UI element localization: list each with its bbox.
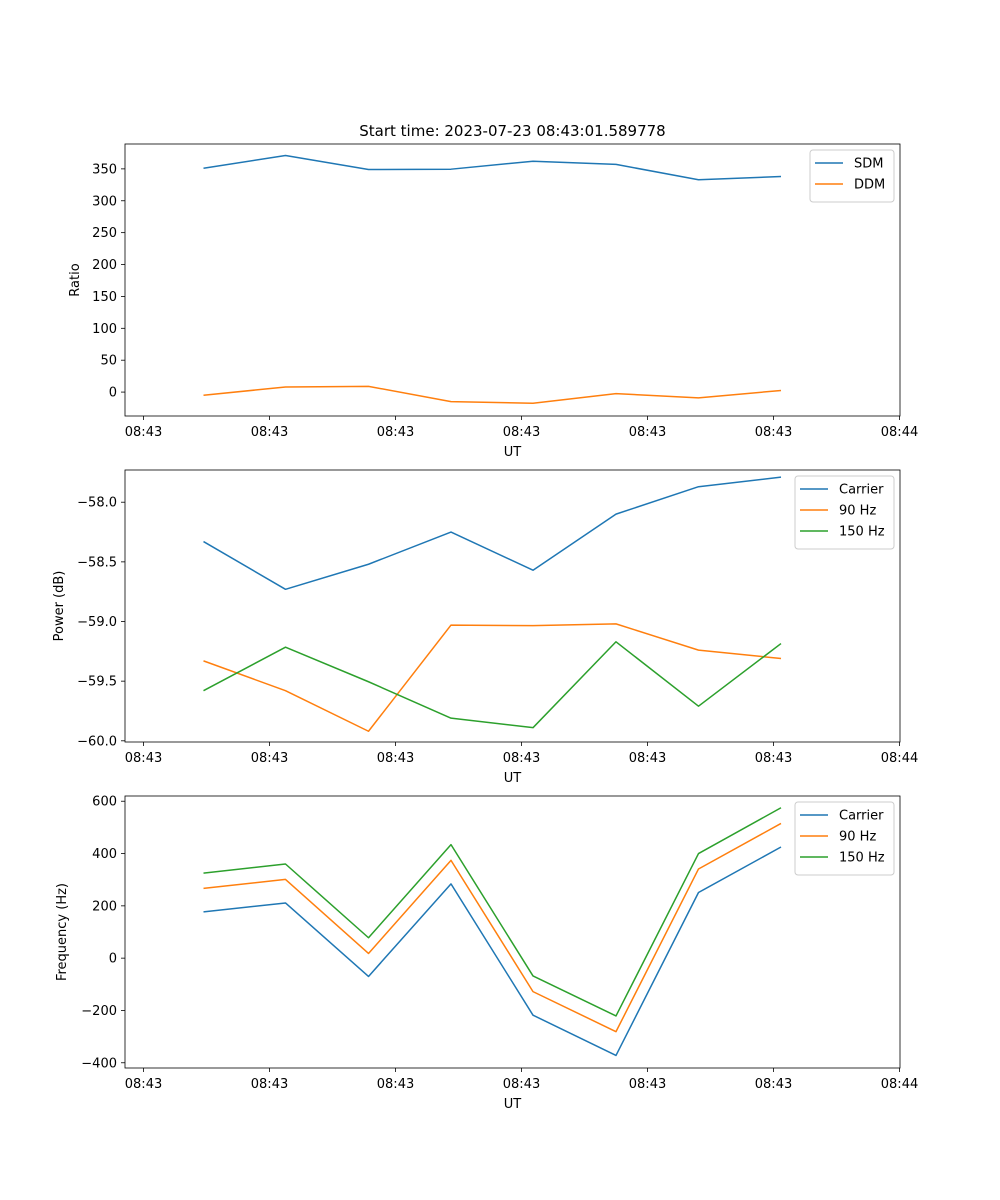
x-tick-label: 08:43 [251,1077,288,1092]
axes-frame [124,469,901,743]
chart-panel-3: 08:43 08:43 08:43 08:43 08:43 08:43 08:44 −400 −… [55,795,918,1112]
y-tick-label: 0 [109,952,117,967]
series-line-sdm [203,154,782,181]
y-tick-label: 400 [92,847,117,862]
y-tick-label: 300 [92,194,117,209]
y-tick-label: −58.5 [77,555,117,570]
axes-frame [124,795,901,1069]
x-tick-label: 08:43 [755,751,792,766]
y-tick-label: −59.0 [77,615,117,630]
legend-entry: Carrier [839,809,884,824]
y-tick-label: 50 [100,354,117,369]
x-tick-label: 08:43 [377,751,414,766]
legend-entry: 90 Hz [839,504,876,519]
x-tick-label: 08:43 [377,425,414,440]
x-tick-label: 08:43 [629,425,666,440]
x-tick-label: 08:44 [881,1077,918,1092]
chart-panel-1: 08:43 08:43 08:43 08:43 08:43 08:43 08:44 0 50 10… [68,143,918,460]
legend-entry: 90 Hz [839,830,876,845]
x-tick-label: 08:43 [755,425,792,440]
y-tick-label: −200 [81,1004,117,1019]
legend-entry: SDM [854,157,883,172]
x-axis-label: UT [504,1097,522,1112]
y-axis-label: Ratio [68,263,83,296]
x-tick-label: 08:43 [251,751,288,766]
legend: SDM DDM [809,149,895,203]
y-tick-label: 150 [92,290,117,305]
legend: Carrier 90 Hz 150 Hz [794,475,895,550]
y-tick-label: 250 [92,226,117,241]
y-tick-label: −58.0 [77,496,117,511]
legend-entry: DDM [854,178,885,193]
legend-entry: 150 Hz [839,851,885,866]
y-tick-label: −400 [81,1056,117,1071]
x-tick-label: 08:44 [881,751,918,766]
y-tick-label: 100 [92,322,117,337]
y-tick-label: −59.5 [77,675,117,690]
x-tick-label: 08:43 [503,1077,540,1092]
charts-container: 08:43 08:43 08:43 08:43 08:43 08:43 08:44 0 50 10… [52,143,918,1112]
figure-title: Start time: 2023-07-23 08:43:01.589778 [359,122,665,140]
chart-panel-2: 08:43 08:43 08:43 08:43 08:43 08:43 08:44 −60.0… [52,469,918,786]
x-tick-label: 08:43 [629,751,666,766]
series-line-90-hz [203,623,782,733]
y-tick-label: 350 [92,162,117,177]
series-line-carrier [203,476,782,591]
x-tick-label: 08:43 [251,425,288,440]
y-axis-label: Frequency (Hz) [55,883,70,981]
x-axis-label: UT [504,445,522,460]
x-tick-label: 08:43 [125,425,162,440]
x-tick-label: 08:43 [755,1077,792,1092]
x-tick-label: 08:43 [125,1077,162,1092]
x-tick-label: 08:43 [629,1077,666,1092]
y-tick-label: 600 [92,795,117,810]
legend-entry: 150 Hz [839,525,885,540]
series-line-carrier [203,846,782,1057]
y-tick-label: 0 [109,386,117,401]
axes-frame [124,143,901,417]
y-tick-label: −60.0 [77,734,117,749]
series-line-150-hz [203,641,782,729]
x-tick-label: 08:43 [377,1077,414,1092]
series-line-150-hz [203,807,782,1017]
series-line-90-hz [203,822,782,1033]
x-tick-label: 08:44 [881,425,918,440]
series-line-ddm [203,385,782,404]
y-tick-label: 200 [92,258,117,273]
y-tick-label: 200 [92,899,117,914]
legend-entry: Carrier [839,483,884,498]
legend: Carrier 90 Hz 150 Hz [794,801,895,876]
y-axis-label: Power (dB) [52,571,67,642]
x-axis-label: UT [504,771,522,786]
x-tick-label: 08:43 [125,751,162,766]
x-tick-label: 08:43 [503,751,540,766]
x-tick-label: 08:43 [503,425,540,440]
